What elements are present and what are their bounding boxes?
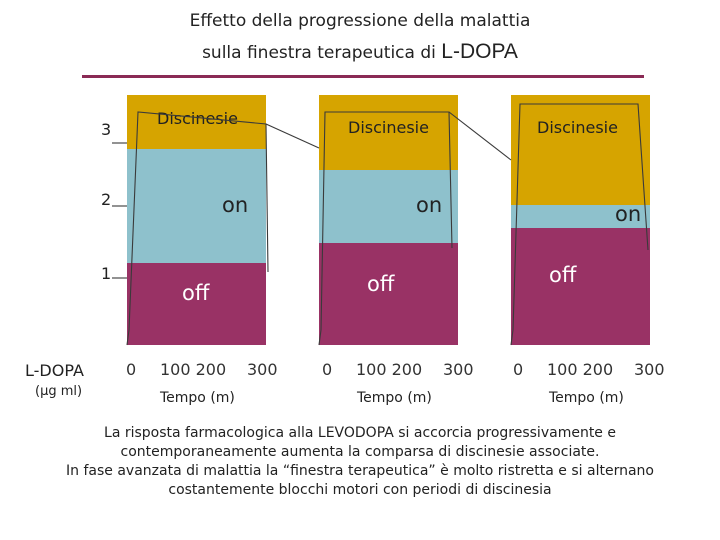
on-zone: [511, 205, 650, 228]
y-tick-1: 1: [101, 264, 112, 283]
caption: La risposta farmacologica alla LEVODOPA …: [0, 424, 720, 500]
panel-early: Discinesie on off: [127, 95, 266, 345]
dyskinesia-zone: [319, 95, 458, 170]
x-tick-0-panel-1: 0: [126, 360, 137, 379]
x-tick-0-panel-2: 0: [322, 360, 333, 379]
dyskinesia-label: Discinesie: [348, 118, 429, 137]
title-line-2-prefix: sulla finestra terapeutica di: [202, 43, 442, 63]
caption-line-4: costantemente blocchi motori con periodi…: [168, 482, 552, 498]
y-axis-unit: (μg ml): [35, 384, 83, 399]
caption-line-1: La risposta farmacologica alla LEVODOPA …: [104, 425, 616, 441]
y-tick-2: 2: [101, 190, 112, 209]
title-line-1: Effetto della progressione della malatti…: [189, 11, 531, 31]
x-tick-100-200-panel-1: 100 200: [160, 360, 227, 379]
off-zone: [127, 263, 266, 345]
off-zone: [319, 243, 458, 345]
curve-link-1-2: [265, 123, 320, 149]
curve-panel-1: [126, 111, 269, 346]
x-tick-0-panel-3: 0: [513, 360, 524, 379]
dyskinesia-zone: [511, 95, 650, 205]
on-label: on: [416, 193, 443, 217]
title-drug-name: L-DOPA: [441, 40, 518, 63]
caption-line-2: contemporaneamente aumenta la comparsa d…: [120, 444, 600, 460]
off-label: off: [182, 281, 210, 305]
curve-panel-2: [318, 111, 453, 346]
x-axis-title-panel-2: Tempo (m): [357, 390, 432, 406]
on-label: on: [615, 202, 642, 226]
x-tick-100-200-panel-3: 100 200: [547, 360, 614, 379]
x-tick-300-panel-3: 300: [634, 360, 665, 379]
y-axis-label: L-DOPA: [25, 361, 84, 380]
on-zone: [319, 170, 458, 243]
x-tick-300-panel-2: 300: [443, 360, 474, 379]
title-divider: [82, 75, 644, 78]
curve-panel-3: [510, 103, 649, 346]
off-label: off: [549, 263, 577, 287]
y-tick-3: 3: [101, 120, 112, 139]
x-tick-100-200-panel-2: 100 200: [356, 360, 423, 379]
on-label: on: [222, 193, 249, 217]
dyskinesia-label: Discinesie: [157, 109, 238, 128]
caption-line-3: In fase avanzata di malattia la “finestr…: [66, 463, 654, 479]
off-zone: [511, 228, 650, 345]
x-axis-title-panel-3: Tempo (m): [549, 390, 624, 406]
title-line-2: sulla finestra terapeutica di L-DOPA: [0, 40, 720, 64]
panel-intermediate: Discinesie on off: [319, 95, 458, 345]
x-axis-title-panel-1: Tempo (m): [160, 390, 235, 406]
curve-link-2-3: [448, 111, 512, 161]
on-zone: [127, 149, 266, 263]
off-label: off: [367, 272, 395, 296]
dyskinesia-label: Discinesie: [537, 118, 618, 137]
panel-advanced: Discinesie on off: [511, 95, 650, 345]
x-tick-300-panel-1: 300: [247, 360, 278, 379]
